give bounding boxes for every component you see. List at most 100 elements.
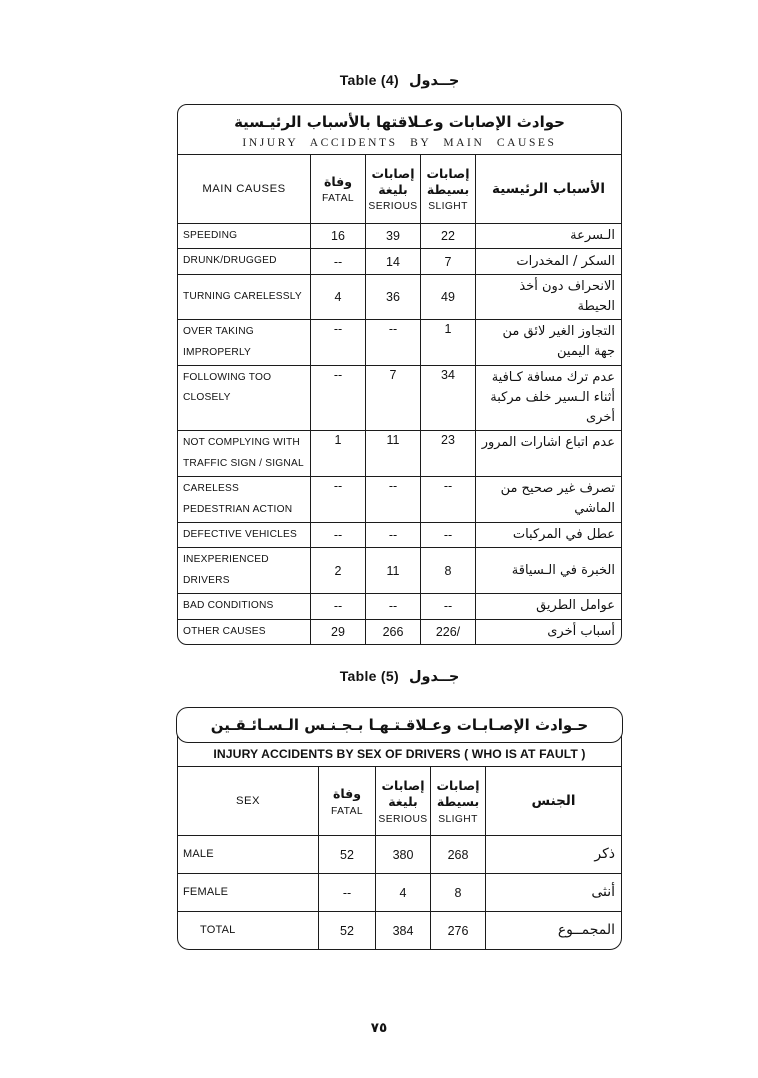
table4-header-row: MAIN CAUSES وفاة FATAL إصابات بليغة SERI… xyxy=(178,154,621,223)
table4-row: INEXPERIENCED DRIVERS 2 11 8 الخبرة في ا… xyxy=(178,547,621,594)
table4-body: SPEEDING 16 39 22 الـسرعة DRUNK/DRUGGED … xyxy=(178,223,621,644)
fatal-value-cell: -- xyxy=(310,320,365,365)
table4-title-block: حوادث الإصابات وعـلاقتها بالأسباب الرئيـ… xyxy=(178,105,621,154)
cause-english-cell: DRUNK/DRUGGED xyxy=(183,255,277,267)
serious-value-cell: 384 xyxy=(375,912,430,950)
table5-header-sex: SEX xyxy=(235,795,261,808)
slight-value-cell: -- xyxy=(420,594,475,619)
slight-value-cell: 226/ xyxy=(420,619,475,644)
table5-header-fatal: وفاة FATAL xyxy=(318,767,375,836)
serious-value-cell: 7 xyxy=(365,365,420,431)
cause-english-cell: FOLLOWING TOO CLOSELY xyxy=(183,371,272,404)
cause-english-cell: BAD CONDITIONS xyxy=(183,600,274,612)
fatal-value-cell: 1 xyxy=(310,431,365,477)
cause-arabic-cell: تصرف غير صحيح من الماشي xyxy=(475,477,621,522)
page-number: ٧٥ xyxy=(370,1020,388,1036)
cause-arabic-cell: عدم اتباع اشارات المرور xyxy=(475,431,621,477)
table4-caption-english: Table (4) xyxy=(339,72,399,88)
cause-english-cell: TURNING CARELESSLY xyxy=(183,290,302,302)
table4-title-english: INJURY ACCIDENTS BY MAIN CAUSES xyxy=(242,137,557,149)
table4-header-serious: إصابات بليغة SERIOUS xyxy=(365,155,420,223)
fatal-value-cell: -- xyxy=(310,249,365,274)
fatal-value-cell: -- xyxy=(310,477,365,522)
fatal-value-cell: 52 xyxy=(318,912,375,950)
table4-title-arabic: حوادث الإصابات وعـلاقتها بالأسباب الرئيـ… xyxy=(234,113,565,131)
table5-header-sex-arabic: الجنس xyxy=(485,767,621,836)
cause-arabic-cell: التجاوز الغير لائق من جهة اليمين xyxy=(475,320,621,365)
table4-row: SPEEDING 16 39 22 الـسرعة xyxy=(178,223,621,249)
slight-value-cell: 7 xyxy=(420,249,475,274)
table5-title-arabic-box: حـوادث الإصـابـات وعـلاقـتـهـا بـجـنـس ا… xyxy=(176,707,623,744)
slight-value-cell: 1 xyxy=(420,320,475,365)
sex-arabic-cell: أنثى xyxy=(485,874,621,912)
slight-value-cell: 276 xyxy=(430,912,485,950)
table5-row: MALE 52 380 268 ذكر xyxy=(178,835,621,874)
cause-english-cell: DEFECTIVE VEHICLES xyxy=(183,528,297,540)
table4-row: TURNING CARELESSLY 4 36 49 الانحراف دون … xyxy=(178,273,621,320)
fatal-value-cell: -- xyxy=(310,522,365,548)
table5-row: TOTAL 52 384 276 المجمــوع xyxy=(178,911,621,950)
cause-arabic-cell: عدم ترك مسافة كـافية أثناء الـسير خلف مر… xyxy=(475,365,621,431)
table4-row: FOLLOWING TOO CLOSELY -- 7 34 عدم ترك مس… xyxy=(178,364,621,431)
sex-english-cell: FEMALE xyxy=(183,886,229,899)
serious-value-cell: 4 xyxy=(375,874,430,912)
serious-value-cell: -- xyxy=(365,594,420,619)
table4-injury-accidents-by-main-causes: حوادث الإصابات وعـلاقتها بالأسباب الرئيـ… xyxy=(177,104,622,645)
cause-arabic-cell: السكر / المخدرات xyxy=(475,249,621,274)
fatal-value-cell: 4 xyxy=(310,274,365,320)
sex-arabic-cell: المجمــوع xyxy=(485,912,621,950)
sex-english-cell: TOTAL xyxy=(200,924,236,937)
fatal-value-cell: -- xyxy=(310,594,365,619)
fatal-value-cell: -- xyxy=(310,365,365,431)
cause-english-cell: NOT COMPLYING WITH TRAFFIC SIGN / SIGNAL xyxy=(183,437,304,469)
table4-row: DRUNK/DRUGGED -- 14 7 السكر / المخدرات xyxy=(178,248,621,274)
table4-row: OTHER CAUSES 29 266 226/ أسباب أخرى xyxy=(178,618,621,644)
table5-caption-arabic: جــدول xyxy=(408,669,460,685)
cause-english-cell: SPEEDING xyxy=(183,230,238,241)
slight-value-cell: 268 xyxy=(430,836,485,874)
serious-value-cell: 266 xyxy=(365,619,420,644)
slight-value-cell: 49 xyxy=(420,274,475,320)
serious-value-cell: 39 xyxy=(365,224,420,249)
cause-arabic-cell: الـسرعة xyxy=(475,224,621,249)
fatal-value-cell: 52 xyxy=(318,836,375,874)
sex-english-cell: MALE xyxy=(183,848,214,861)
fatal-value-cell: -- xyxy=(318,874,375,912)
table5-caption: Table (5) جــدول xyxy=(177,668,622,685)
cause-arabic-cell: الانحراف دون أخذ الحيطة xyxy=(475,274,621,320)
table4-header-causes-arabic: الأسباب الرئيسية xyxy=(475,155,621,223)
serious-value-cell: 380 xyxy=(375,836,430,874)
serious-value-cell: 36 xyxy=(365,274,420,320)
table5-injury-accidents-by-sex-of-drivers: حـوادث الإصـابـات وعـلاقـتـهـا بـجـنـس ا… xyxy=(176,707,623,951)
table4-row: OVER TAKING IMPROPERLY -- -- 1 التجاوز ا… xyxy=(178,319,621,365)
cause-arabic-cell: عطل في المركبات xyxy=(475,522,621,548)
cause-arabic-cell: الخبرة في الـسياقة xyxy=(475,548,621,594)
serious-value-cell: -- xyxy=(365,320,420,365)
cause-arabic-cell: أسباب أخرى xyxy=(475,619,621,644)
serious-value-cell: -- xyxy=(365,477,420,522)
table5-caption-english: Table (5) xyxy=(339,668,399,684)
table4-header-fatal: وفاة FATAL xyxy=(310,155,365,223)
cause-english-cell: INEXPERIENCED DRIVERS xyxy=(183,554,269,586)
table4-row: BAD CONDITIONS -- -- -- عوامل الطريق xyxy=(178,593,621,619)
cause-arabic-cell: عوامل الطريق xyxy=(475,594,621,619)
cause-english-cell: CARELESS PEDESTRIAN ACTION xyxy=(183,483,293,515)
table4-row: DEFECTIVE VEHICLES -- -- -- عطل في المرك… xyxy=(178,521,621,548)
serious-value-cell: -- xyxy=(365,522,420,548)
fatal-value-cell: 16 xyxy=(310,224,365,249)
slight-value-cell: -- xyxy=(420,522,475,548)
table5-title-arabic: حـوادث الإصـابـات وعـلاقـتـهـا بـجـنـس ا… xyxy=(210,716,589,735)
slight-value-cell: 8 xyxy=(420,548,475,594)
fatal-value-cell: 2 xyxy=(310,548,365,594)
table5-header-row: SEX وفاة FATAL إصابات بليغة SERIOUS إصاب… xyxy=(178,767,621,836)
slight-value-cell: 22 xyxy=(420,224,475,249)
table5-header-serious: إصابات بليغة SERIOUS xyxy=(375,767,430,836)
table5-body: MALE 52 380 268 ذكر FEMALE -- 4 8 أنثى T… xyxy=(178,835,621,950)
table4-caption: Table (4) جــدول xyxy=(177,72,622,89)
sex-arabic-cell: ذكر xyxy=(485,836,621,874)
serious-value-cell: 14 xyxy=(365,249,420,274)
table4-caption-arabic: جــدول xyxy=(408,73,460,89)
slight-value-cell: 34 xyxy=(420,365,475,431)
serious-value-cell: 11 xyxy=(365,431,420,477)
